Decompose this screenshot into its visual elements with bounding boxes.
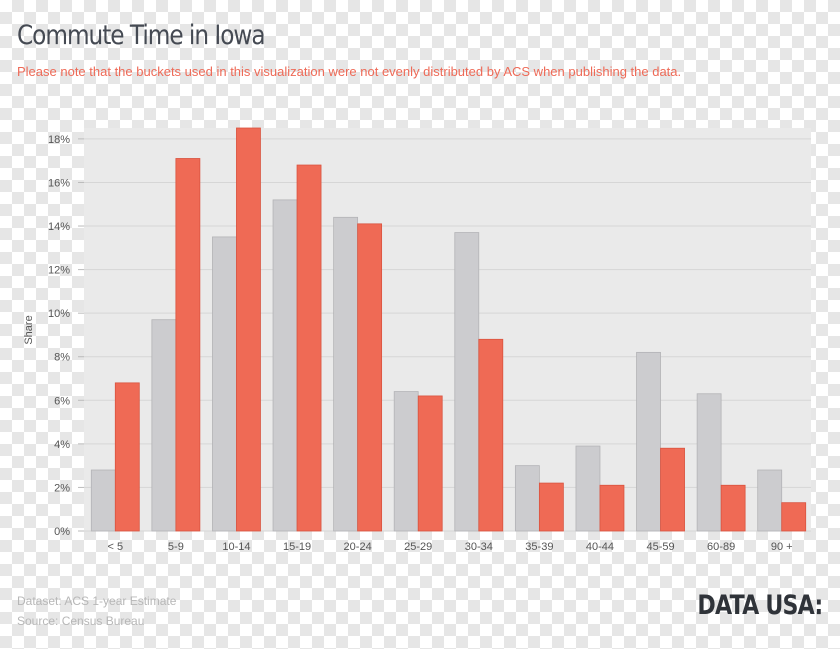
y-tick-label: 18% [48, 134, 70, 146]
brand-logo: DATA USA: [697, 590, 823, 621]
x-tick-label: 5-9 [168, 541, 184, 553]
bar-gray [757, 469, 783, 532]
y-tick-labels: 0% 2% 4% 6% 8% 10% 12% 14% 16% 18% [48, 134, 70, 538]
bar-gray [272, 199, 298, 532]
bar-red [478, 338, 504, 532]
bar-gray [514, 465, 540, 532]
bar-red [720, 484, 746, 532]
bar-red [660, 447, 685, 532]
x-tick-label: 20-24 [344, 541, 372, 553]
bar-gray [696, 393, 722, 532]
bar-gray [393, 391, 419, 532]
x-tick-label: 30-34 [465, 541, 493, 553]
y-tick-label: 12% [48, 265, 70, 277]
y-tick-label: 10% [48, 308, 70, 320]
x-tick-labels: < 5 5-9 10-14 15-19 20-24 25-29 30-34 35-39 40-4… [107, 541, 792, 553]
y-tick-label: 16% [48, 177, 70, 189]
y-tick-label: 0% [54, 526, 70, 538]
bar-red [781, 502, 807, 532]
dataset-label: Dataset: ACS 1-year Estimate [17, 594, 177, 608]
x-tick-label: 25-29 [404, 541, 432, 553]
bar-red [599, 484, 625, 532]
x-tick-label: < 5 [107, 541, 123, 553]
y-tick-label: 4% [54, 439, 70, 451]
bar-gray [636, 351, 661, 532]
plot-area [84, 128, 811, 531]
bar-gray [575, 445, 601, 532]
y-tick-label: 2% [54, 482, 70, 494]
bar-red [296, 164, 322, 532]
y-tick-label: 8% [54, 352, 70, 364]
x-tick-label: 10-14 [222, 541, 250, 553]
gridlines [78, 138, 811, 532]
x-tick-label: 40-44 [586, 541, 614, 553]
y-tick-label: 6% [54, 395, 70, 407]
bar-red [175, 158, 201, 532]
bars [90, 127, 807, 532]
x-tick-label: 45-59 [646, 541, 674, 553]
x-tick-label: 60-89 [707, 541, 735, 553]
bar-gray [212, 236, 237, 532]
x-tick-label: 15-19 [283, 541, 311, 553]
bar-red [114, 382, 140, 532]
x-tick-label: 90 + [771, 541, 793, 553]
x-tick-label: 35-39 [525, 541, 553, 553]
bar-red [357, 223, 383, 532]
bar-red [538, 482, 564, 532]
bar-gray [333, 216, 359, 532]
bar-red [236, 127, 261, 532]
y-tick-label: 14% [48, 221, 70, 233]
chart-note: Please note that the buckets used in thi… [17, 64, 682, 79]
bar-red [417, 395, 443, 532]
chart-title: Commute Time in Iowa [17, 20, 266, 51]
y-axis-label: Share [23, 315, 35, 344]
bar-gray [151, 319, 177, 532]
bar-gray [90, 469, 116, 532]
source-label: Source: Census Bureau [17, 614, 145, 628]
bar-gray [454, 232, 480, 532]
